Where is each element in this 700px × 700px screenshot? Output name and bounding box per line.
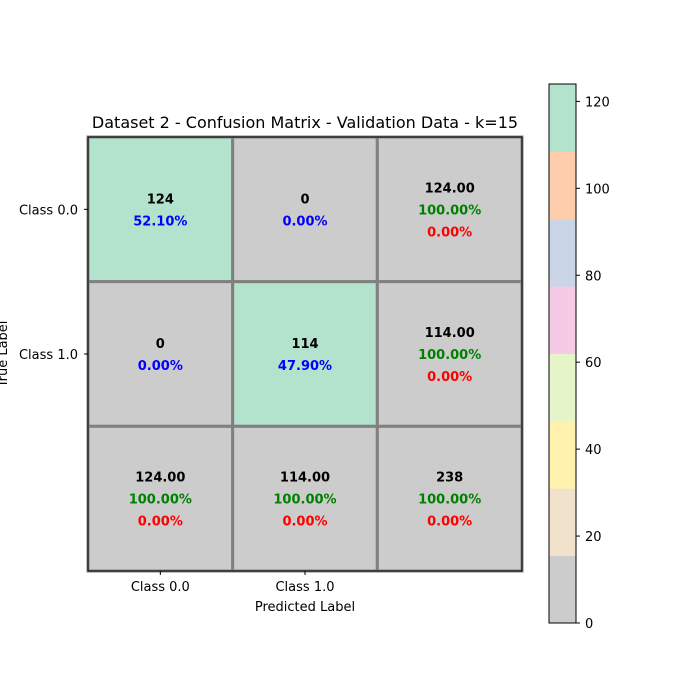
x-tick-label-1: Class 1.0 bbox=[275, 580, 334, 595]
cell-label-2-0-0: 124.00 bbox=[135, 471, 185, 486]
cell-label-0-2-2: 0.00% bbox=[427, 225, 472, 240]
colorbar-band-1 bbox=[549, 488, 576, 557]
cell-label-2-2-1: 100.00% bbox=[418, 493, 481, 508]
cell-label-2-1-1: 100.00% bbox=[273, 493, 336, 508]
colorbar-tick-label-0: 0 bbox=[585, 617, 593, 632]
cell-label-0-0-1: 52.10% bbox=[133, 214, 187, 229]
x-axis-label: Predicted Label bbox=[255, 600, 355, 615]
colorbar-band-6 bbox=[549, 151, 576, 220]
cell-annotations: 124 52.10% 0 0.00% 124.00 100.00% 0.00% 0 0.00% 1… bbox=[129, 181, 482, 529]
y-tick-label-1: Class 1.0 bbox=[19, 348, 78, 363]
matrix-cell-0-0 bbox=[86, 135, 235, 284]
y-tick-label-0: Class 0.0 bbox=[19, 203, 78, 218]
cell-label-2-1-0: 114.00 bbox=[280, 471, 330, 486]
colorbar-tick-label-5: 100 bbox=[585, 182, 610, 197]
cell-label-1-1-0: 114 bbox=[291, 337, 318, 352]
cell-label-1-2-0: 114.00 bbox=[425, 326, 475, 341]
colorbar-frame bbox=[548, 83, 577, 624]
colorbar-band-0 bbox=[549, 555, 576, 624]
cell-label-0-2-0: 124.00 bbox=[425, 181, 475, 196]
cell-label-2-2-2: 0.00% bbox=[427, 515, 472, 530]
cell-label-2-1-2: 0.00% bbox=[282, 515, 327, 530]
colorbar-band-4 bbox=[549, 286, 576, 354]
cell-label-1-0-0: 0 bbox=[156, 337, 165, 352]
cell-label-2-0-2: 0.00% bbox=[138, 515, 183, 530]
cell-label-2-2-0: 238 bbox=[436, 471, 463, 486]
colorbar-band-7 bbox=[549, 84, 576, 152]
matrix-cell-1-2 bbox=[375, 280, 524, 428]
cell-label-0-0-0: 124 bbox=[147, 192, 174, 207]
colorbar-tick-label-3: 60 bbox=[585, 356, 602, 371]
x-tick-label-0: Class 0.0 bbox=[131, 580, 190, 595]
chart-title: Dataset 2 - Confusion Matrix - Validatio… bbox=[92, 113, 518, 132]
cell-label-1-0-1: 0.00% bbox=[138, 359, 183, 374]
y-axis-label: True Label bbox=[0, 321, 11, 389]
colorbar: 0 20 40 60 80 100 120 bbox=[548, 83, 610, 632]
matrix-cell-1-1 bbox=[231, 280, 379, 428]
colorbar-tick-label-4: 80 bbox=[585, 269, 602, 284]
cell-label-2-0-1: 100.00% bbox=[129, 493, 192, 508]
cell-label-1-2-2: 0.00% bbox=[427, 370, 472, 385]
colorbar-band-2 bbox=[549, 420, 576, 489]
axis-ticks: Class 0.0 Class 1.0 Class 0.0 Class 1.0 bbox=[19, 203, 335, 595]
matrix-cell-0-1 bbox=[231, 135, 379, 284]
cell-label-0-1-1: 0.00% bbox=[282, 214, 327, 229]
cell-label-1-2-1: 100.00% bbox=[418, 348, 481, 363]
colorbar-tick-label-2: 40 bbox=[585, 443, 602, 458]
matrix-cell-1-0 bbox=[86, 280, 235, 428]
cell-label-1-1-1: 47.90% bbox=[278, 359, 332, 374]
colorbar-band-5 bbox=[549, 218, 576, 287]
cell-label-0-1-0: 0 bbox=[300, 192, 309, 207]
cell-label-0-2-1: 100.00% bbox=[418, 203, 481, 218]
matrix-cell-2-1 bbox=[231, 424, 379, 573]
colorbar-tick-label-1: 20 bbox=[585, 530, 602, 545]
colorbar-band-3 bbox=[549, 353, 576, 422]
colorbar-tick-label-6: 120 bbox=[585, 95, 610, 110]
